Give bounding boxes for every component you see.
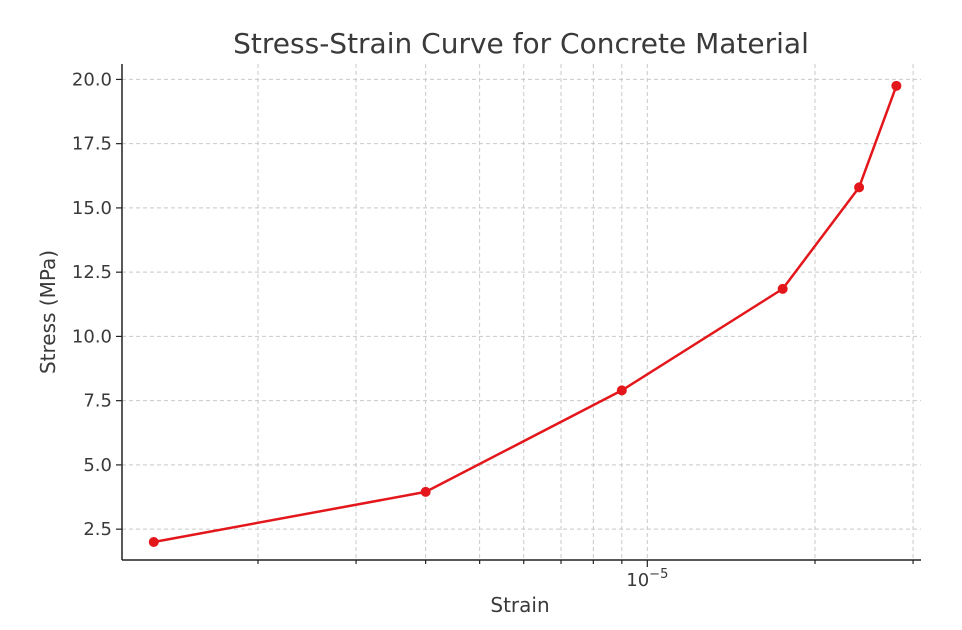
y-axis-label: Stress (MPa) [36,250,60,374]
y-tick-label: 17.5 [72,134,112,155]
x-axis-label: Strain [490,593,549,617]
y-tick-label: 20.0 [72,69,112,90]
series-line [153,85,898,544]
y-tick-label: 7.5 [83,391,112,412]
tick-labels: 2.5 5.0 7.5 10.0 12.5 15.0 17.5 20.0 10−5 [72,69,668,591]
data-point [891,80,902,91]
data-point [616,385,627,396]
grid-lines [122,64,921,560]
y-tick-label: 5.0 [83,455,112,476]
y-tick-label: 10.0 [72,326,112,347]
y-tick-label: 15.0 [72,198,112,219]
data-points [148,80,902,548]
data-point [148,537,159,548]
data-point [854,182,865,193]
x-tick-label: 10−5 [626,567,668,591]
y-tick-label: 12.5 [72,262,112,283]
stress-strain-line [153,85,898,544]
chart-title: Stress-Strain Curve for Concrete Materia… [233,27,809,60]
y-tick-label: 2.5 [83,519,112,540]
data-point [420,486,431,497]
data-point [777,283,788,294]
axes [116,64,921,567]
